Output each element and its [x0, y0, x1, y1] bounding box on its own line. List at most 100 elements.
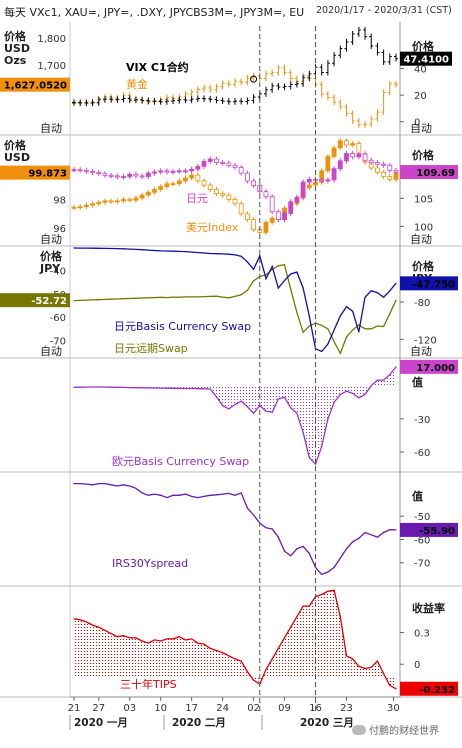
- tips-line-point: [110, 632, 112, 635]
- eur-basis-line-point: [252, 412, 255, 414]
- tips-line-point: [184, 639, 187, 641]
- yen-bar: [152, 171, 157, 174]
- yen-bar: [214, 158, 219, 163]
- dxy-bar: [238, 203, 244, 215]
- series-label-yen: 日元: [186, 192, 208, 205]
- irs-line-point: [141, 492, 143, 494]
- right-tick-label: -50: [414, 512, 430, 523]
- eur-basis-line-point: [184, 387, 187, 390]
- tips-line-point: [271, 658, 273, 660]
- jpy-fwd-line-point: [166, 296, 168, 299]
- jpy-fwd-line-point: [283, 264, 286, 266]
- jpy-fwd-line-point: [129, 297, 131, 300]
- left-axis-label: USD: [4, 151, 30, 164]
- right-axis-label: 值: [412, 375, 423, 389]
- irs-line-point: [197, 496, 199, 499]
- dxy-bar: [331, 147, 337, 157]
- jpy-basis-line-point: [383, 296, 385, 298]
- yen-bar: [306, 178, 312, 183]
- left-axis-label: JPY: [39, 262, 61, 275]
- tips-line-point: [228, 655, 230, 657]
- tips-line-point: [129, 637, 131, 639]
- jpy-fwd-line-point: [110, 298, 112, 300]
- tips-line-point: [277, 647, 279, 649]
- irs-line-point: [314, 566, 317, 568]
- irs-line-point: [228, 492, 230, 495]
- dxy-bar: [350, 143, 356, 146]
- jpy-basis-line-point: [85, 247, 87, 249]
- wechat-icon: [352, 725, 366, 735]
- jpy-fwd-line-point: [252, 280, 255, 282]
- auto-label: 自动: [410, 122, 432, 135]
- eur-basis-line-point: [308, 457, 310, 459]
- irs-line-point: [191, 495, 193, 498]
- dxy-bar: [133, 197, 139, 201]
- jpy-basis-line-point: [98, 247, 100, 249]
- tips-line-point: [122, 635, 125, 637]
- irs-last-value-bg: [400, 522, 458, 537]
- tips-line-point: [321, 593, 323, 596]
- series-label-gold: 黄金: [126, 77, 148, 91]
- dxy-bar: [158, 186, 164, 190]
- dxy-bar: [102, 200, 108, 203]
- eur-basis-line-point: [265, 410, 267, 412]
- yen-bar: [319, 179, 325, 182]
- jpy-basis-line-point: [191, 251, 193, 253]
- jpy-fwd-line-point: [153, 296, 156, 299]
- jpy-fwd-line-point: [141, 297, 143, 299]
- tips-line-point: [153, 639, 156, 641]
- tips-line-point: [308, 605, 310, 607]
- jpy-fwd-line-point: [333, 341, 335, 343]
- jpy-fwd-line-point: [209, 295, 211, 297]
- irs-line-point: [215, 494, 218, 496]
- yen-bar: [133, 173, 139, 177]
- irs-line-point: [345, 548, 348, 550]
- irs-line-point: [98, 483, 100, 485]
- jpy-fwd-line-point: [277, 265, 279, 267]
- irs-line-point: [370, 534, 372, 536]
- irs-line-point: [308, 552, 310, 555]
- eur-basis-line-point: [383, 379, 385, 381]
- irs-line-point: [277, 536, 279, 538]
- yen-bar: [387, 164, 393, 171]
- irs-line-point: [222, 493, 224, 495]
- eur-basis-line-point: [222, 404, 224, 407]
- eur-basis-line-point: [339, 393, 341, 396]
- tips-line-point: [383, 673, 385, 675]
- right-tick-label: 100: [414, 222, 433, 233]
- irs-line-point: [203, 495, 205, 498]
- x-month-label: 2020 一月: [74, 717, 128, 729]
- eur-basis-line-point: [172, 387, 174, 389]
- right-axis-label: 价格: [412, 148, 435, 162]
- annotation-circle: [250, 75, 258, 83]
- eur-basis-last-value-bg: [400, 359, 458, 374]
- series-label-jpy-basis: 日元Basis Currency Swap: [114, 320, 251, 333]
- left-axis-label: Ozs: [4, 54, 27, 67]
- tips-line-fill: [74, 590, 396, 689]
- irs-line-point: [79, 483, 81, 485]
- tips-line-point: [358, 665, 360, 667]
- irs-line-point: [160, 494, 162, 496]
- yen-bar: [393, 169, 399, 173]
- yen-last-value-bg: [400, 165, 458, 180]
- eur-basis-line-point: [141, 387, 143, 389]
- eur-basis-line-point: [110, 386, 112, 388]
- right-tick-label: 40: [414, 65, 427, 76]
- dxy-bar: [269, 217, 275, 223]
- eur-basis-line-point: [104, 386, 106, 388]
- jpy-fwd-line-point: [308, 325, 310, 327]
- tips-line-point: [166, 638, 168, 640]
- x-tick-label: 21: [68, 703, 81, 714]
- right-axis-label: 价格: [412, 39, 435, 53]
- irs-line-point: [153, 493, 156, 495]
- tips-line-point: [141, 640, 143, 642]
- tips-line-point: [234, 658, 236, 660]
- left-axis-label: 价格: [40, 249, 63, 263]
- irs-line-point: [283, 550, 286, 552]
- tips-line-point: [98, 626, 100, 628]
- dxy-bar: [344, 140, 349, 146]
- dxy-bar: [127, 199, 133, 201]
- jpy-fwd-line-point: [234, 295, 236, 297]
- yen-bar: [337, 160, 343, 170]
- dxy-bar: [90, 203, 95, 206]
